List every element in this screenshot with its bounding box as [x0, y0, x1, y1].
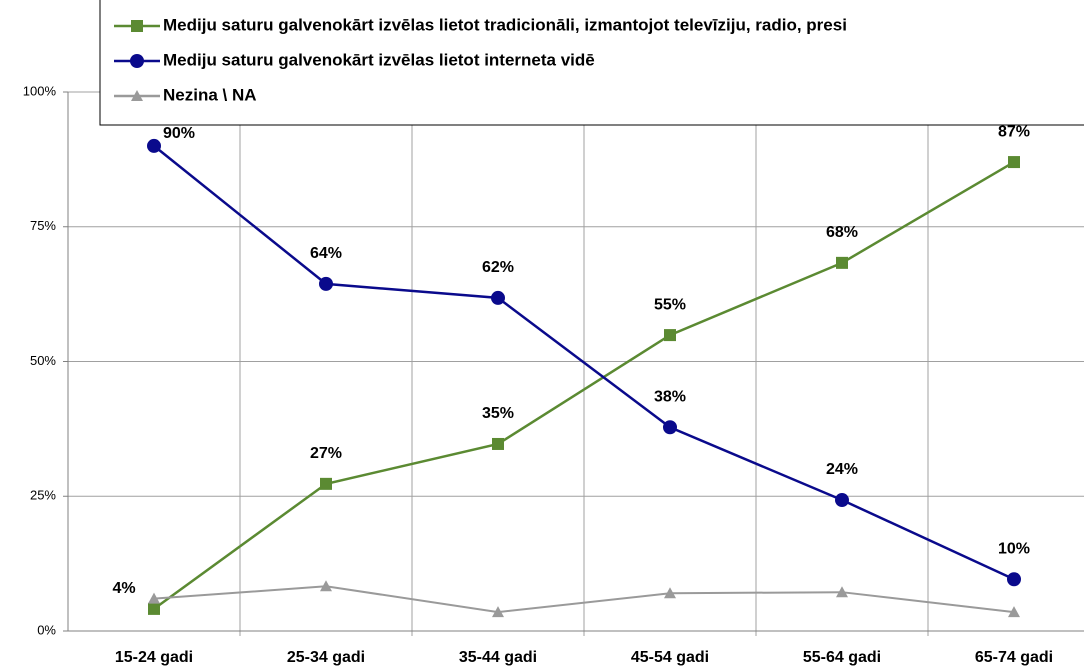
data-label: 64%: [310, 245, 342, 262]
data-point: [836, 586, 848, 598]
data-label: 62%: [482, 259, 514, 276]
x-tick-label: 35-44 gadi: [459, 649, 537, 666]
x-tick-label: 45-54 gadi: [631, 649, 709, 666]
data-point: [1008, 606, 1020, 618]
legend-label: Mediju saturu galvenokārt izvēlas lietot…: [163, 15, 847, 34]
data-point: [319, 276, 333, 291]
legend-marker: [131, 20, 143, 32]
x-tick-label: 65-74 gadi: [975, 649, 1053, 666]
y-tick-label: 0%: [37, 622, 56, 637]
y-tick-label: 25%: [30, 488, 56, 503]
data-point: [320, 580, 332, 592]
data-point: [1008, 156, 1020, 169]
data-label: 90%: [163, 125, 195, 142]
y-tick-label: 100%: [23, 83, 57, 98]
data-point: [835, 493, 849, 508]
x-tick-label: 55-64 gadi: [803, 649, 881, 666]
data-point: [492, 606, 504, 618]
y-tick-label: 75%: [30, 218, 56, 233]
x-tick-label: 15-24 gadi: [115, 649, 193, 666]
data-point: [663, 420, 677, 435]
legend-label: Mediju saturu galvenokārt izvēlas lietot…: [163, 50, 595, 69]
data-label: 87%: [998, 123, 1030, 140]
series-line: [153, 160, 1015, 610]
data-point: [1007, 572, 1021, 587]
data-label: 68%: [826, 224, 858, 241]
data-point: [664, 329, 676, 342]
data-point: [147, 138, 161, 153]
data-label: 38%: [654, 388, 686, 405]
data-point: [148, 592, 160, 604]
data-point: [320, 477, 332, 490]
series-line: [153, 585, 1015, 614]
data-label: 55%: [654, 296, 686, 313]
data-label: 24%: [826, 461, 858, 478]
data-point: [664, 587, 676, 599]
data-point: [836, 256, 848, 269]
legend-box: [99, 0, 1084, 126]
data-point: [491, 290, 505, 305]
series-line: [153, 144, 1015, 581]
legend-label: Nezina \ NA: [163, 85, 257, 104]
data-label: 27%: [310, 445, 342, 462]
data-label: 4%: [112, 580, 135, 597]
x-tick-label: 25-34 gadi: [287, 649, 365, 666]
y-tick-label: 50%: [30, 353, 56, 368]
legend-marker: [131, 90, 143, 101]
data-label: 10%: [998, 540, 1030, 557]
data-label: 35%: [482, 405, 514, 422]
legend-marker: [130, 54, 144, 68]
data-point: [148, 602, 160, 615]
data-point: [492, 437, 504, 450]
